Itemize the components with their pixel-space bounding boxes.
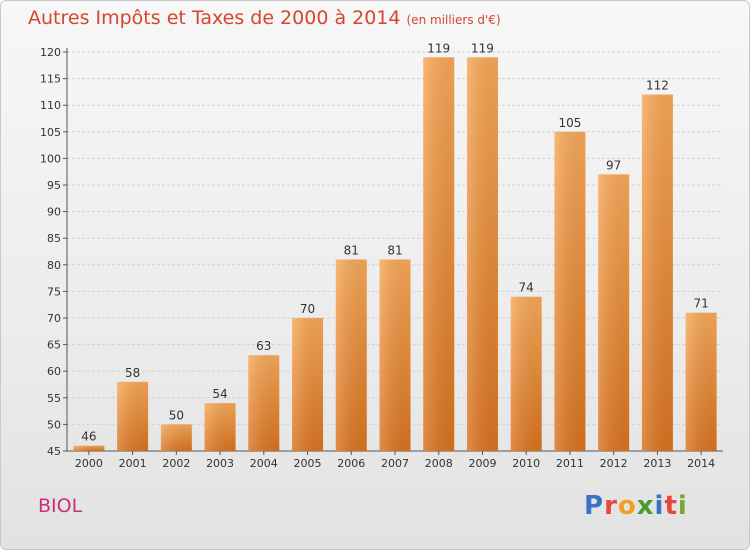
x-tick-label: 2005 bbox=[294, 457, 322, 470]
logo-letter: x bbox=[636, 491, 655, 521]
y-tick-label: 60 bbox=[47, 365, 61, 378]
logo-letter: o bbox=[617, 491, 637, 521]
x-tick-label: 2013 bbox=[643, 457, 671, 470]
bar-highlight bbox=[554, 131, 586, 452]
data-label: 81 bbox=[344, 243, 359, 257]
bar-highlight bbox=[292, 318, 324, 451]
chart-subtitle: (en milliers d'€) bbox=[406, 13, 501, 27]
bar-highlight bbox=[641, 94, 673, 451]
proxiti-logo: Proxiti bbox=[584, 491, 688, 521]
logo-letter: P bbox=[584, 491, 605, 521]
data-label: 50 bbox=[169, 408, 184, 422]
y-tick-label: 50 bbox=[47, 418, 61, 431]
data-label: 54 bbox=[212, 387, 227, 401]
x-tick-label: 2007 bbox=[381, 457, 409, 470]
bar-highlight bbox=[73, 445, 105, 451]
bar-highlight bbox=[117, 381, 149, 451]
data-label: 119 bbox=[471, 41, 494, 55]
y-tick-label: 105 bbox=[40, 126, 61, 139]
commune-name: BIOL bbox=[38, 495, 83, 517]
bar-highlight bbox=[204, 403, 236, 451]
y-tick-label: 65 bbox=[47, 339, 61, 352]
bar-highlight bbox=[335, 259, 367, 451]
data-label: 81 bbox=[387, 243, 402, 257]
y-tick-label: 70 bbox=[47, 312, 61, 325]
y-tick-label: 75 bbox=[47, 285, 61, 298]
x-tick-label: 2009 bbox=[468, 457, 496, 470]
logo-letter: i bbox=[677, 491, 688, 521]
data-label: 74 bbox=[519, 281, 534, 295]
data-label: 46 bbox=[81, 430, 96, 444]
logo-letter: r bbox=[604, 491, 618, 521]
data-label: 112 bbox=[646, 79, 669, 93]
x-tick-label: 2012 bbox=[600, 457, 628, 470]
y-tick-label: 45 bbox=[47, 445, 61, 458]
x-tick-label: 2000 bbox=[75, 457, 103, 470]
bar-highlight bbox=[423, 57, 455, 451]
data-label: 119 bbox=[427, 41, 450, 55]
x-tick-label: 2011 bbox=[556, 457, 584, 470]
bar-highlight bbox=[160, 424, 192, 451]
bar-highlight bbox=[598, 174, 630, 452]
y-tick-label: 95 bbox=[47, 179, 61, 192]
y-tick-label: 85 bbox=[47, 232, 61, 245]
x-tick-label: 2003 bbox=[206, 457, 234, 470]
bar-highlight bbox=[379, 259, 411, 451]
x-tick-label: 2004 bbox=[250, 457, 278, 470]
y-tick-label: 110 bbox=[40, 99, 61, 112]
y-tick-label: 90 bbox=[47, 206, 61, 219]
title-text: Autres Impôts et Taxes de 2000 à 2014 bbox=[28, 7, 401, 29]
x-tick-label: 2001 bbox=[119, 457, 147, 470]
data-label: 58 bbox=[125, 366, 140, 380]
y-tick-label: 120 bbox=[40, 46, 61, 59]
y-tick-label: 55 bbox=[47, 392, 61, 405]
y-tick-label: 80 bbox=[47, 259, 61, 272]
x-tick-label: 2002 bbox=[162, 457, 190, 470]
x-tick-label: 2010 bbox=[512, 457, 540, 470]
bar-highlight bbox=[248, 355, 280, 451]
data-label: 105 bbox=[558, 116, 581, 130]
data-label: 97 bbox=[606, 158, 621, 172]
data-label: 71 bbox=[693, 297, 708, 311]
x-tick-label: 2006 bbox=[337, 457, 365, 470]
logo-letter: i bbox=[654, 491, 665, 521]
logo-letter: t bbox=[664, 491, 678, 521]
y-tick-label: 115 bbox=[40, 73, 61, 86]
data-label: 70 bbox=[300, 302, 315, 316]
bar-highlight bbox=[466, 57, 498, 451]
x-tick-label: 2014 bbox=[687, 457, 715, 470]
bar-highlight bbox=[685, 312, 717, 451]
y-tick-label: 100 bbox=[40, 152, 61, 165]
data-label: 63 bbox=[256, 339, 271, 353]
chart-title: Autres Impôts et Taxes de 2000 à 2014 (en… bbox=[28, 7, 501, 29]
x-tick-label: 2008 bbox=[425, 457, 453, 470]
bar-highlight bbox=[510, 296, 542, 451]
